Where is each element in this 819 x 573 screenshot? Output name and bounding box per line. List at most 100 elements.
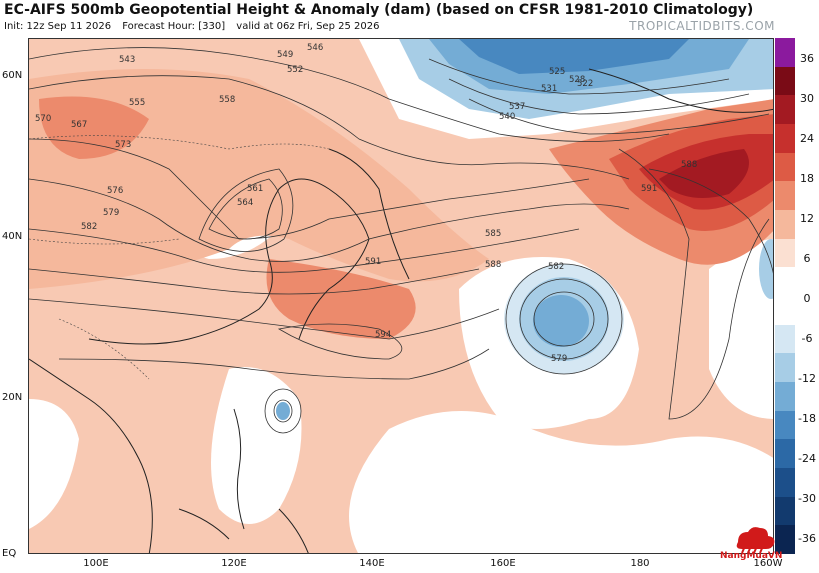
contour-582	[29, 228, 580, 273]
contour-label: 588	[681, 160, 697, 170]
colorbar-segment	[775, 439, 795, 469]
colorbar-segment	[775, 210, 795, 240]
colorbar-tick-label: -12	[798, 372, 816, 385]
nangmuavn-logo	[736, 527, 775, 554]
contour-591-east	[618, 148, 770, 420]
colorbar-segment	[775, 525, 795, 555]
contour-label: 543	[119, 55, 135, 65]
colorbar-tick-label: -30	[798, 492, 816, 505]
contour-trough-561	[208, 178, 283, 240]
contour-trough-564	[198, 168, 294, 252]
watermark: TROPICALTIDBITS.COM	[629, 19, 775, 33]
chart-subtitle: Init: 12z Sep 11 2026 Forecast Hour: [33…	[4, 21, 387, 32]
contour-label: 591	[365, 257, 381, 267]
colorbar-segment	[775, 296, 795, 326]
colorbar-segment	[775, 353, 795, 383]
contour-label: 576	[107, 186, 123, 196]
colorbar-tick-label: 18	[800, 172, 814, 185]
lon-label: 140E	[359, 558, 385, 569]
contour-typhoon-588	[264, 388, 302, 434]
contour-585	[29, 268, 480, 295]
colorbar-segment	[775, 410, 795, 440]
colorbar-segment	[775, 66, 795, 96]
contour-low-582	[505, 263, 623, 375]
colorbar-segment	[775, 468, 795, 498]
colorbar-segment	[775, 95, 795, 125]
colorbar	[775, 38, 795, 555]
white-zone-west	[29, 399, 79, 529]
contour-555	[29, 47, 670, 142]
contour-594	[277, 323, 403, 360]
contour-label: 594	[375, 330, 391, 340]
contour-label: 582	[81, 222, 97, 232]
lon-label: 100E	[83, 558, 109, 569]
contour-label: 549	[277, 50, 293, 60]
colorbar-tick-label: 12	[800, 212, 814, 225]
colorbar-tick-label: 6	[803, 252, 811, 265]
contour-label: 555	[129, 98, 145, 108]
colorbar-tick-label: 24	[800, 132, 814, 145]
contour-label: 570	[35, 114, 51, 124]
contour-label: 585	[485, 229, 501, 239]
colorbar-segment	[775, 238, 795, 268]
valid-time: valid at 06z Fri, Sep 25 2026	[236, 21, 380, 32]
contour-label: 579	[103, 208, 119, 218]
contour-label-group: 543 549 546 552 555 558 570 567 573 576 …	[35, 43, 697, 364]
init-time: Init: 12z Sep 11 2026	[4, 21, 112, 32]
contour-label: 579	[551, 354, 567, 364]
contour-588	[29, 298, 500, 340]
contour-label: 561	[247, 184, 263, 194]
contour-label: 582	[548, 262, 564, 272]
colorbar-tick-label: -36	[798, 532, 816, 545]
lat-label: 40N	[2, 231, 23, 242]
forecast-hour: Forecast Hour: [330]	[122, 21, 226, 32]
colorbar-tick-label: 30	[800, 92, 814, 105]
colorbar-segment	[775, 181, 795, 211]
positive-anomaly-ridge-core	[659, 149, 749, 198]
contour-typhoon-inner	[273, 399, 293, 423]
map-panel[interactable]: 543 549 546 552 555 558 570 567 573 576 …	[28, 38, 774, 554]
contour-576	[29, 178, 630, 262]
colorbar-segment	[775, 324, 795, 354]
contour-label: 546	[307, 43, 323, 53]
contour-591	[58, 348, 490, 380]
contour-label: 525	[549, 67, 565, 77]
negative-anomaly-north-core	[459, 39, 689, 74]
negative-anomaly-typhoon	[276, 402, 290, 420]
borders	[29, 135, 330, 380]
colorbar-segment	[775, 124, 795, 154]
white-zone-south	[349, 411, 773, 553]
colorbar-segment	[775, 496, 795, 526]
lon-label: 120E	[221, 558, 247, 569]
contour-low-579	[519, 278, 609, 360]
contour-north-546	[468, 98, 770, 135]
contour-north-537	[448, 78, 750, 115]
colorbar-tick-label: 0	[803, 292, 811, 305]
contour-label: 588	[485, 260, 501, 270]
contour-570	[29, 138, 590, 240]
contour-label: 564	[237, 198, 253, 208]
lon-label: 180	[630, 558, 650, 569]
contour-low-inner	[533, 291, 595, 347]
positive-anomaly-west	[39, 96, 149, 159]
contour-label: 552	[287, 65, 303, 75]
negative-anomaly-east	[759, 239, 773, 299]
contour-label: 573	[115, 140, 131, 150]
colorbar-segment	[775, 267, 795, 297]
logo-text: NangMuaVN	[720, 551, 783, 561]
colorbar-tick-label: -6	[801, 332, 813, 345]
white-zone-east	[709, 239, 773, 419]
contour-label: 537	[509, 102, 525, 112]
contour-label: 528	[569, 75, 585, 85]
contour-north-528	[428, 58, 730, 95]
lat-label: 60N	[2, 70, 23, 81]
contour-label: 591	[641, 184, 657, 194]
height-contours	[29, 47, 773, 434]
contour-588-east	[648, 168, 773, 274]
lat-label: EQ	[2, 548, 17, 559]
colorbar-tick-label: -18	[798, 412, 816, 425]
colorbar-tick-label: -24	[798, 452, 816, 465]
contour-label: 540	[499, 112, 515, 122]
positive-anomaly-japan	[266, 259, 416, 339]
contour-label: 531	[541, 84, 557, 94]
